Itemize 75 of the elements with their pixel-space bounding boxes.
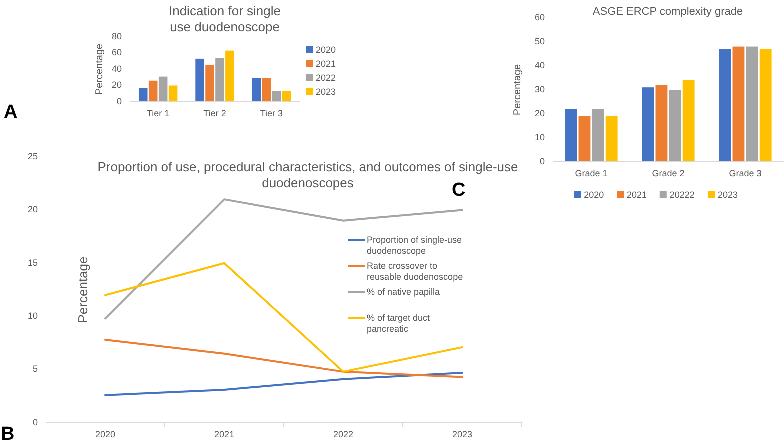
bar — [592, 109, 604, 162]
y-axis-title: Percentage — [75, 256, 90, 324]
bar — [272, 91, 282, 102]
legend-label: Rate crossover to reusable duodenoscope — [367, 261, 464, 282]
x-tick-label: Tier 3 — [260, 108, 284, 118]
y-tick-label: 20 — [534, 108, 545, 118]
x-tick-label: 2022 — [333, 429, 354, 440]
bar — [656, 85, 668, 162]
y-tick-label: 40 — [534, 60, 545, 70]
legend-label: 2020 — [584, 190, 604, 200]
legend-label: 2020 — [316, 45, 336, 56]
x-tick-label: Grade 2 — [652, 168, 685, 178]
y-tick-label: 60 — [112, 48, 122, 58]
y-tick-label: 5 — [32, 364, 38, 374]
bar — [682, 80, 695, 162]
bar — [252, 78, 262, 102]
y-axis-title: Percentage — [512, 64, 524, 116]
x-tick-label: Tier 1 — [146, 108, 170, 118]
line-series — [104, 372, 464, 396]
chart-title: Indication for single use duodenoscope — [168, 3, 282, 34]
legend-label: 2023 — [718, 190, 738, 200]
bar — [138, 88, 148, 102]
legend-label: 2023 — [316, 87, 336, 98]
bar — [565, 109, 578, 162]
x-tick-label: Tier 2 — [204, 108, 226, 118]
bar — [732, 46, 745, 162]
bar — [262, 78, 272, 102]
y-tick-label: 10 — [534, 132, 545, 142]
y-tick-label: 0 — [116, 96, 122, 106]
text: B — [1, 424, 15, 444]
line-series — [104, 262, 464, 373]
legend-label: % of target duct pancreatic — [367, 313, 431, 334]
bar — [578, 116, 591, 162]
bar — [760, 49, 772, 162]
bar — [148, 80, 158, 102]
x-tick-label: 2023 — [452, 429, 473, 440]
bar — [606, 116, 618, 162]
bar — [642, 88, 654, 162]
legend-label: 2021 — [316, 59, 336, 70]
legend-label: 2022 — [316, 73, 336, 84]
y-tick-label: 10 — [28, 310, 38, 321]
bar — [669, 90, 682, 162]
y-tick-label: 80 — [112, 31, 122, 42]
y-tick-label: 30 — [534, 84, 545, 94]
y-tick-label: 40 — [112, 64, 122, 74]
bar — [719, 49, 732, 162]
y-axis-title: Percentage — [94, 43, 106, 96]
bar — [168, 86, 178, 102]
annotation: C — [452, 180, 466, 201]
chart-title: ASGE ERCP complexity grade — [592, 6, 744, 18]
y-tick-label: 20 — [28, 204, 38, 215]
y-tick-label: 0 — [540, 156, 545, 166]
x-tick-label: 2021 — [214, 429, 235, 440]
y-tick-label: 60 — [534, 12, 545, 22]
legend-label: 2021 — [627, 190, 648, 200]
x-tick-label: Grade 3 — [729, 168, 762, 178]
y-tick-label: 50 — [534, 36, 545, 46]
bar — [216, 58, 224, 102]
bar — [206, 65, 214, 102]
x-tick-label: 2020 — [95, 429, 116, 440]
bar — [196, 58, 204, 102]
y-tick-label: 20 — [112, 80, 122, 90]
y-tick-label: 0 — [32, 417, 38, 428]
bar — [226, 50, 234, 102]
y-tick-label: 25 — [28, 151, 38, 162]
bar — [746, 46, 758, 162]
x-tick-label: Grade 1 — [575, 168, 608, 178]
line-series — [104, 339, 464, 378]
text: A — [4, 102, 18, 123]
bar — [158, 76, 168, 102]
legend-label: 20222 — [670, 190, 695, 200]
y-tick-label: 15 — [28, 258, 38, 268]
legend-label: Proportion of single-use duodenoscope — [367, 235, 462, 256]
bar — [282, 91, 292, 102]
legend-label: % of native papilla — [367, 287, 440, 298]
